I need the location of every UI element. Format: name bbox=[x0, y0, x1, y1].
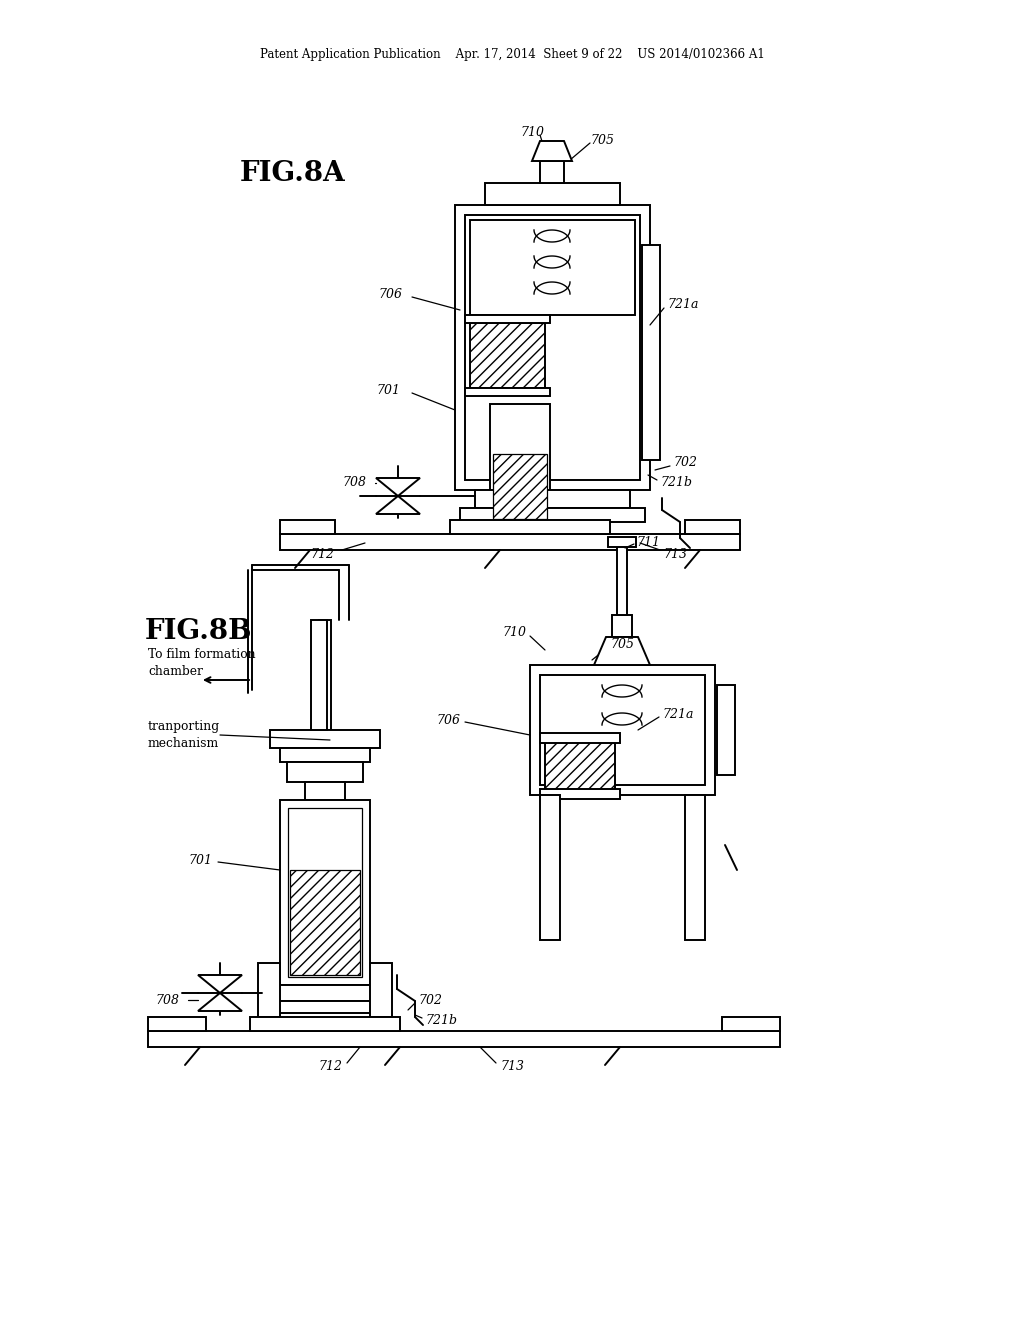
Text: 708: 708 bbox=[155, 994, 179, 1006]
Bar bbox=[540, 161, 564, 183]
Bar bbox=[465, 215, 640, 480]
Bar bbox=[475, 490, 630, 508]
Text: Patent Application Publication    Apr. 17, 2014  Sheet 9 of 22    US 2014/010236: Patent Application Publication Apr. 17, … bbox=[260, 48, 764, 61]
Polygon shape bbox=[198, 993, 242, 1011]
Bar bbox=[530, 665, 715, 795]
Bar bbox=[370, 964, 392, 1016]
Text: tranporting
mechanism: tranporting mechanism bbox=[148, 719, 220, 750]
Text: 712: 712 bbox=[310, 549, 334, 561]
Bar bbox=[262, 985, 388, 1001]
Text: 701: 701 bbox=[188, 854, 212, 866]
Text: 702: 702 bbox=[418, 994, 442, 1006]
Bar bbox=[540, 795, 560, 940]
Bar bbox=[465, 315, 550, 323]
Bar bbox=[490, 404, 550, 524]
Bar bbox=[258, 964, 280, 1016]
Bar bbox=[608, 537, 636, 546]
Text: 713: 713 bbox=[500, 1060, 524, 1072]
Text: 701: 701 bbox=[376, 384, 400, 396]
Text: 711: 711 bbox=[636, 536, 660, 549]
Bar bbox=[311, 620, 327, 730]
Text: 705: 705 bbox=[590, 133, 614, 147]
Text: 721a: 721a bbox=[667, 298, 698, 312]
Bar bbox=[470, 323, 545, 388]
Bar bbox=[685, 520, 740, 535]
Text: 721a: 721a bbox=[662, 709, 693, 722]
Text: 721b: 721b bbox=[660, 477, 692, 490]
Bar bbox=[540, 789, 620, 799]
Bar bbox=[717, 685, 735, 775]
Bar bbox=[288, 808, 362, 977]
Bar bbox=[148, 1031, 780, 1047]
Bar bbox=[450, 520, 610, 535]
Bar bbox=[270, 1001, 380, 1012]
Bar bbox=[280, 520, 335, 535]
Bar bbox=[319, 620, 331, 730]
Bar bbox=[540, 733, 620, 743]
Bar bbox=[493, 454, 547, 519]
Bar bbox=[250, 1016, 400, 1031]
Text: To film formation
chamber: To film formation chamber bbox=[148, 648, 256, 678]
Bar bbox=[148, 1016, 206, 1031]
Bar bbox=[612, 615, 632, 638]
Bar bbox=[290, 870, 360, 975]
Polygon shape bbox=[376, 478, 420, 496]
Text: 705: 705 bbox=[610, 639, 634, 652]
Text: 721b: 721b bbox=[425, 1014, 457, 1027]
Bar bbox=[470, 220, 635, 315]
Bar bbox=[455, 205, 650, 490]
Bar bbox=[642, 246, 660, 459]
Bar bbox=[280, 748, 370, 762]
Bar bbox=[460, 508, 645, 521]
Bar bbox=[485, 183, 620, 205]
Text: 708: 708 bbox=[342, 477, 366, 490]
Text: 710: 710 bbox=[502, 627, 526, 639]
Polygon shape bbox=[532, 141, 572, 161]
Bar bbox=[465, 388, 550, 396]
Text: 712: 712 bbox=[318, 1060, 342, 1072]
Text: 710: 710 bbox=[520, 127, 544, 140]
Bar bbox=[722, 1016, 780, 1031]
Bar bbox=[280, 800, 370, 985]
Bar bbox=[685, 795, 705, 940]
Text: FIG.8B: FIG.8B bbox=[145, 618, 253, 645]
Bar bbox=[287, 762, 362, 781]
Polygon shape bbox=[594, 638, 650, 665]
Text: FIG.8A: FIG.8A bbox=[240, 160, 346, 187]
Bar bbox=[280, 535, 740, 550]
Bar bbox=[540, 675, 705, 785]
Text: 713: 713 bbox=[663, 549, 687, 561]
Bar bbox=[305, 781, 345, 800]
Text: 706: 706 bbox=[436, 714, 460, 726]
Polygon shape bbox=[376, 496, 420, 513]
Text: 702: 702 bbox=[673, 457, 697, 470]
Bar bbox=[545, 741, 615, 791]
Text: 706: 706 bbox=[378, 289, 402, 301]
Polygon shape bbox=[198, 975, 242, 993]
Bar bbox=[617, 545, 627, 615]
Bar bbox=[270, 730, 380, 748]
